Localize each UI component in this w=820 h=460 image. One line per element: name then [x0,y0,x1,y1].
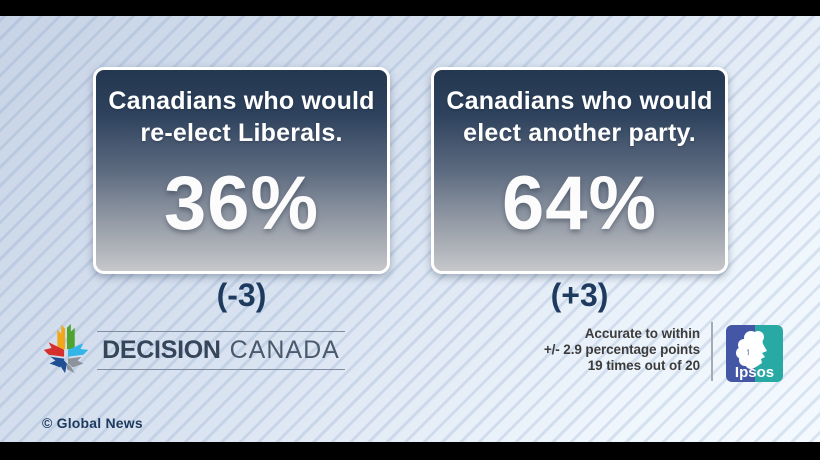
decision-word: DECISION [102,336,221,364]
ipsos-head-icon [736,331,767,369]
canada-word: CANADA [229,336,340,364]
vertical-divider [711,322,713,381]
stat-card-value: 64% [501,161,658,246]
stat-card-delta: (-3) [216,277,267,313]
decision-canada-wordmark: DECISION CANADA [97,331,345,370]
stat-card-title-line1: Canadians who would [108,87,375,115]
accuracy-note: Accurate to within +/- 2.9 percentage po… [420,326,700,374]
top-black-bar [0,0,820,16]
copyright-text: © Global News [42,415,143,431]
stat-card-title: Canadians who would re-elect Liberals. [96,85,387,149]
maple-leaf-icon [43,323,89,374]
ipsos-logo: Ipsos [726,325,783,382]
stat-card-title-line1: Canadians who would [446,87,713,115]
ipsos-wordmark: Ipsos [735,364,774,381]
bottom-black-bar [0,442,820,460]
stat-card-reelect-liberals: Canadians who would re-elect Liberals. 3… [93,67,390,274]
stat-card-title-line2: re-elect Liberals. [140,119,343,147]
accuracy-line2: +/- 2.9 percentage points [543,342,700,357]
stat-card-title-line2: elect another party. [463,119,696,147]
accuracy-line1: Accurate to within [584,326,700,341]
stat-card-title: Canadians who would elect another party. [434,85,725,149]
accuracy-line3: 19 times out of 20 [587,358,700,373]
stat-card-value: 36% [163,161,320,246]
stat-card-delta: (+3) [550,277,609,313]
stat-card-elect-another-party: Canadians who would elect another party.… [431,67,728,274]
